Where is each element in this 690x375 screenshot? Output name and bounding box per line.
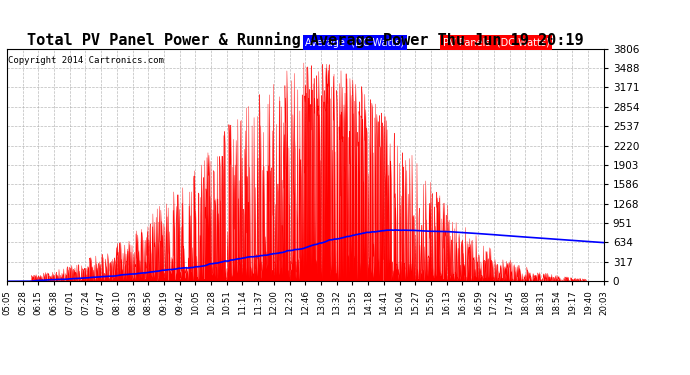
Text: Copyright 2014 Cartronics.com: Copyright 2014 Cartronics.com: [8, 56, 164, 65]
Text: Average  (DC Watts): Average (DC Watts): [305, 38, 404, 48]
Text: PV Panels  (DC Watts): PV Panels (DC Watts): [442, 38, 549, 48]
Title: Total PV Panel Power & Running Average Power Thu Jun 19 20:19: Total PV Panel Power & Running Average P…: [27, 32, 584, 48]
